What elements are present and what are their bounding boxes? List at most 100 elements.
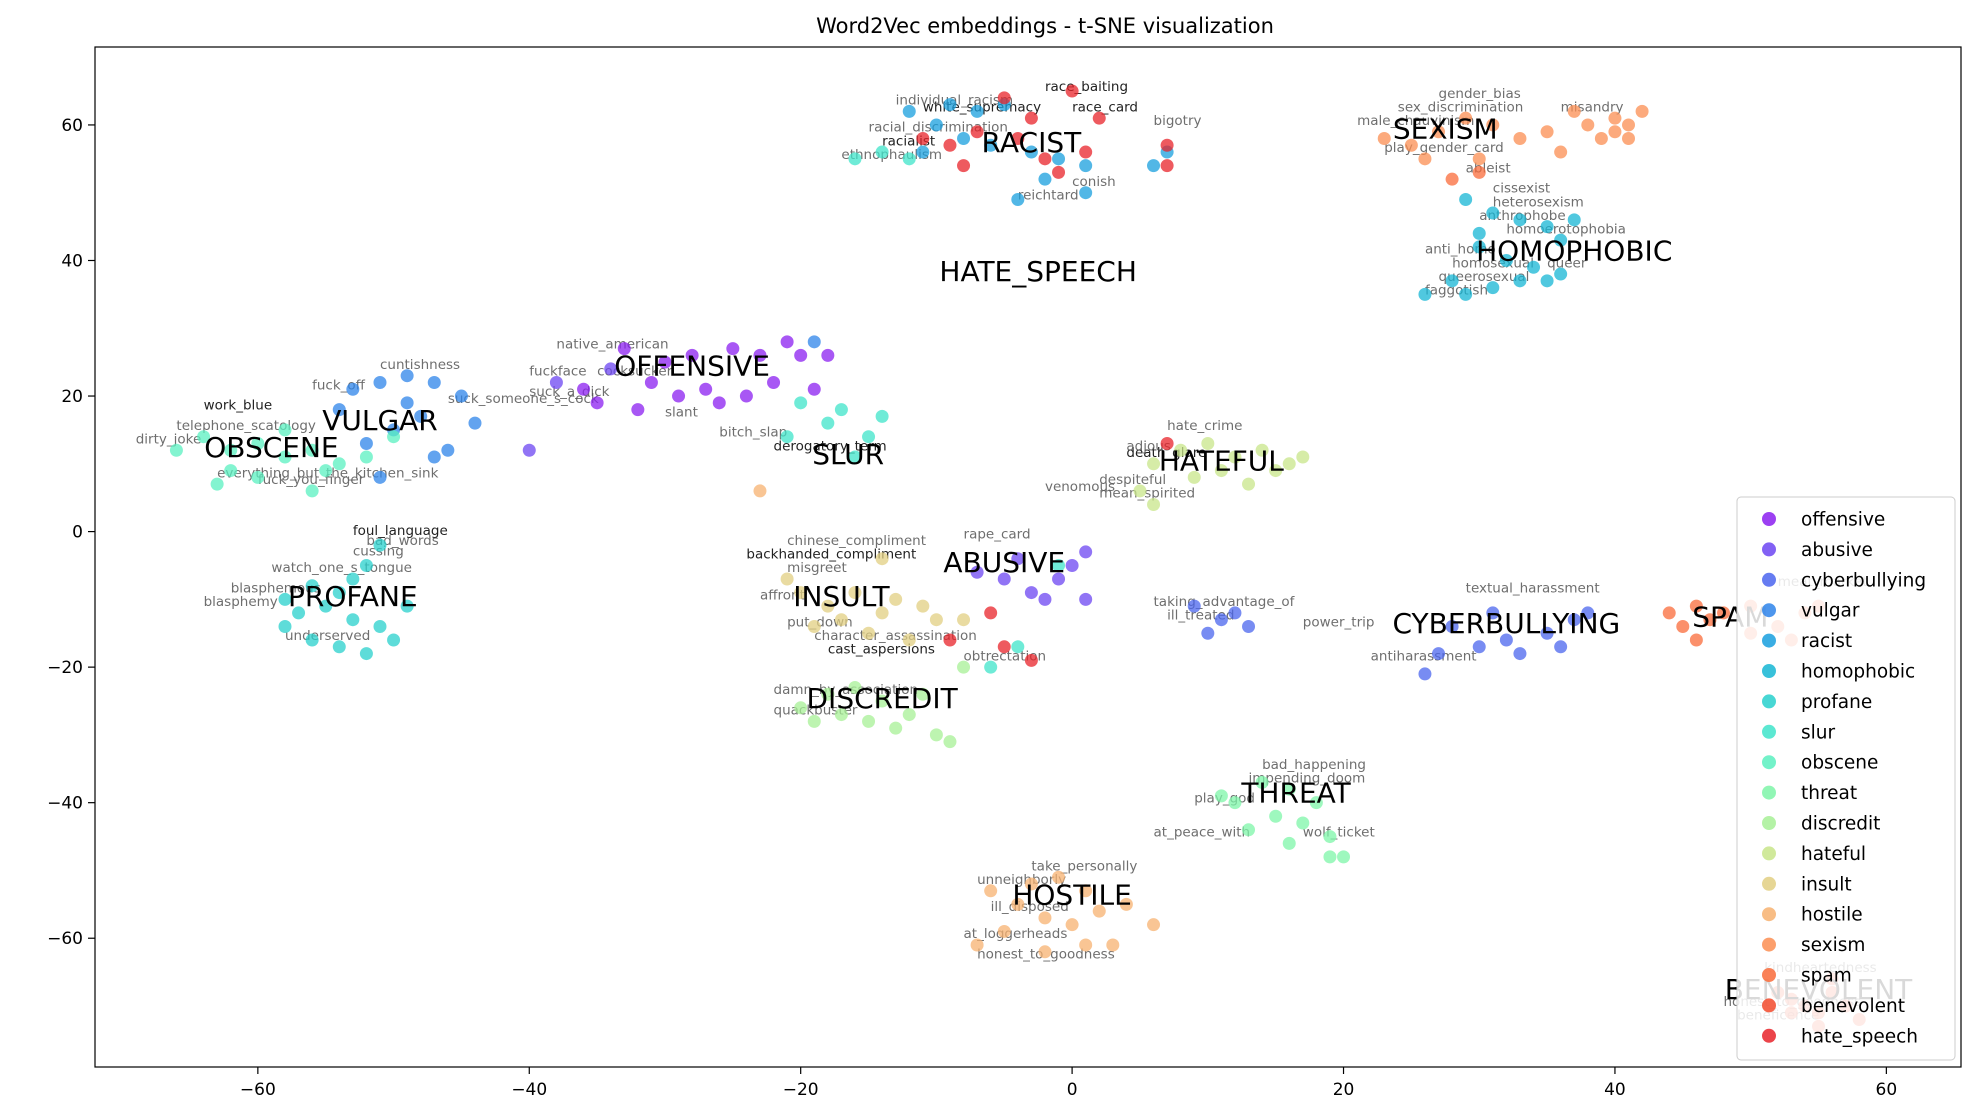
cluster-label: HOMOPHOBIC — [1476, 234, 1672, 267]
point-hate_speech — [1011, 131, 1025, 145]
point-threat — [1255, 775, 1269, 789]
point-hate_speech — [1038, 152, 1052, 166]
point-sexism — [1622, 131, 1636, 145]
point-sexism — [1486, 118, 1500, 132]
point-hateful — [1147, 457, 1161, 471]
word-label: venomous — [1045, 479, 1115, 495]
point-hate_speech — [1024, 111, 1038, 125]
word-label: damn_by_association — [774, 682, 919, 698]
point-discredit — [902, 708, 916, 722]
point-hate_speech — [970, 125, 984, 139]
word-label: antiharassment — [1371, 648, 1477, 664]
point-abusive — [1011, 552, 1025, 566]
point-threat — [1323, 830, 1337, 844]
point-homophobic — [1486, 281, 1500, 295]
point-sexism — [1459, 111, 1473, 125]
y-tick-label: −20 — [47, 658, 83, 678]
point-sexism — [1581, 118, 1595, 132]
point-profane — [387, 633, 401, 647]
legend-marker-profane — [1762, 694, 1776, 709]
y-tick-label: 0 — [72, 523, 83, 543]
word-label: heterosexism — [1493, 194, 1584, 210]
x-tick-label: −40 — [511, 1080, 547, 1100]
legend-label-insult: insult — [1801, 874, 1852, 895]
point-hate_speech — [916, 131, 930, 145]
point-profane — [359, 558, 373, 572]
legend-frame — [1736, 496, 1956, 1061]
point-cyberbullying — [1499, 633, 1513, 647]
point-racist — [970, 104, 984, 118]
legend-label-hateful: hateful — [1801, 844, 1866, 865]
point-cyberbullying — [1214, 613, 1228, 627]
point-threat — [1309, 796, 1323, 810]
word-label: take_personally — [1031, 858, 1137, 874]
word-label: bitch_slap — [719, 425, 787, 441]
legend-label-profane: profane — [1801, 692, 1872, 713]
point-slur — [902, 152, 916, 166]
legend-marker-threat — [1762, 785, 1776, 800]
point-discredit — [889, 721, 903, 735]
point-insult — [957, 613, 971, 627]
point-hostile — [1079, 884, 1093, 898]
point-threat — [1214, 789, 1228, 803]
point-discredit — [943, 735, 957, 749]
point-abusive — [604, 362, 618, 376]
point-racist — [1052, 152, 1066, 166]
point-hateful — [1296, 450, 1310, 464]
point-profane — [332, 640, 346, 654]
point-homophobic — [1554, 267, 1568, 281]
point-racist — [929, 118, 943, 132]
cluster-label: ABUSIVE — [943, 546, 1065, 579]
point-obscene — [169, 443, 183, 457]
word-label: chinese_compliment — [787, 533, 926, 549]
word-label: hate_crime — [1167, 418, 1242, 434]
point-hateful — [1201, 436, 1215, 450]
point-sexism — [1432, 125, 1446, 139]
legend-label-offensive: offensive — [1801, 510, 1885, 531]
point-hate_speech — [984, 606, 998, 620]
point-insult — [807, 619, 821, 633]
point-vulgar — [373, 470, 387, 484]
word-label: dirty_joke — [136, 431, 202, 447]
x-axis: −60 −40 −20 0 20 40 60 — [240, 1067, 1897, 1100]
legend-label-vulgar: vulgar — [1801, 601, 1860, 622]
y-tick-label: −40 — [47, 794, 83, 814]
word-label: despiteful — [1099, 472, 1166, 488]
point-cyberbullying — [1513, 647, 1527, 661]
point-homophobic — [1513, 274, 1527, 288]
legend-marker-spam — [1762, 968, 1776, 982]
point-threat — [1269, 809, 1283, 823]
word-label: character_assassination — [814, 628, 977, 644]
point-hateful — [1174, 443, 1188, 457]
point-sexism — [1418, 152, 1432, 166]
point-discredit — [834, 708, 848, 722]
word-label: homosexual — [1452, 255, 1534, 271]
point-discredit — [929, 728, 943, 742]
point-insult — [889, 592, 903, 606]
point-offensive — [631, 403, 645, 417]
point-spam — [1689, 599, 1703, 613]
point-slur — [794, 396, 808, 410]
point-insult — [875, 552, 889, 566]
word-label: ableist — [1466, 160, 1511, 176]
point-profane — [305, 633, 319, 647]
point-hostile — [1038, 911, 1052, 925]
point-vulgar — [427, 450, 441, 464]
point-obscene — [224, 464, 238, 478]
point-vulgar — [441, 443, 455, 457]
point-hate_speech — [1052, 165, 1066, 179]
point-threat — [1282, 836, 1296, 850]
point-threat — [1282, 782, 1296, 796]
point-hostile — [997, 924, 1011, 938]
point-hateful — [1282, 457, 1296, 471]
point-spam — [1445, 172, 1459, 186]
point-offensive — [577, 382, 591, 396]
point-sexism — [1554, 145, 1568, 159]
point-obscene — [359, 450, 373, 464]
point-spam — [1717, 606, 1731, 620]
point-obscene — [332, 457, 346, 471]
point-discredit — [848, 680, 862, 694]
point-obscene — [319, 464, 333, 478]
legend-label-benevolent: benevolent — [1801, 996, 1905, 1017]
